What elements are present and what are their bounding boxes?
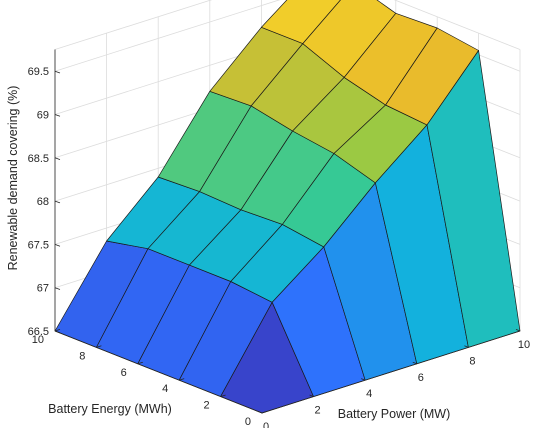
x-tick-label: 4 — [366, 388, 372, 400]
y-tick-mark — [179, 378, 185, 381]
z-tick-mark — [54, 200, 61, 204]
z-tick-label: 68 — [37, 196, 49, 208]
x-tick-mark — [464, 345, 469, 348]
y-tick-label: 8 — [79, 350, 85, 362]
z-tick-label: 69.5 — [28, 66, 49, 78]
x-tick-label: 10 — [518, 339, 530, 351]
x-tick-label: 2 — [315, 405, 321, 417]
z-tick-label: 67.5 — [28, 239, 49, 251]
box-edge — [393, 0, 521, 50]
y-tick-mark — [96, 345, 102, 348]
z-tick-mark — [54, 114, 61, 117]
x-tick-mark — [412, 361, 417, 365]
y-tick-label: 10 — [32, 334, 44, 346]
x-tick-mark — [257, 411, 263, 414]
y-axis-label: Battery Energy (MWh) — [48, 402, 172, 416]
x-axis-line — [261, 330, 521, 414]
y-tick-label: 6 — [121, 367, 127, 379]
x-tick-mark — [309, 394, 314, 397]
box-edge — [54, 0, 213, 50]
z-tick-mark — [54, 330, 61, 334]
y-tick-label: 2 — [203, 400, 209, 412]
y-tick-mark — [220, 394, 226, 397]
x-tick-mark — [361, 378, 366, 381]
surface-layer — [54, 0, 521, 414]
z-tick-mark — [54, 287, 61, 290]
z-tick-label: 69 — [37, 110, 49, 122]
z-tick-mark — [54, 157, 61, 160]
x-tick-label: 6 — [418, 372, 424, 384]
y-tick-label: 0 — [245, 416, 251, 428]
z-tick-mark — [54, 70, 61, 74]
z-tick-label: 66.5 — [28, 326, 49, 338]
y-tick-mark — [137, 361, 143, 365]
x-tick-label: 0 — [263, 421, 269, 428]
x-tick-label: 8 — [469, 355, 475, 367]
y-tick-mark — [261, 411, 268, 414]
z-axis-label: Renewable demand covering (%) — [6, 86, 20, 271]
y-tick-label: 4 — [162, 383, 168, 395]
x-axis-label: Battery Power (MW) — [338, 407, 451, 421]
x-tick-mark — [515, 329, 521, 332]
z-tick-mark — [54, 244, 61, 247]
z-tick-label: 68.5 — [28, 153, 49, 165]
z-tick-label: 67 — [37, 283, 49, 295]
backwall-gridline-z — [54, 0, 281, 72]
y-tick-mark — [54, 329, 61, 332]
axis-layer — [54, 49, 521, 414]
y-axis-line — [54, 330, 263, 414]
